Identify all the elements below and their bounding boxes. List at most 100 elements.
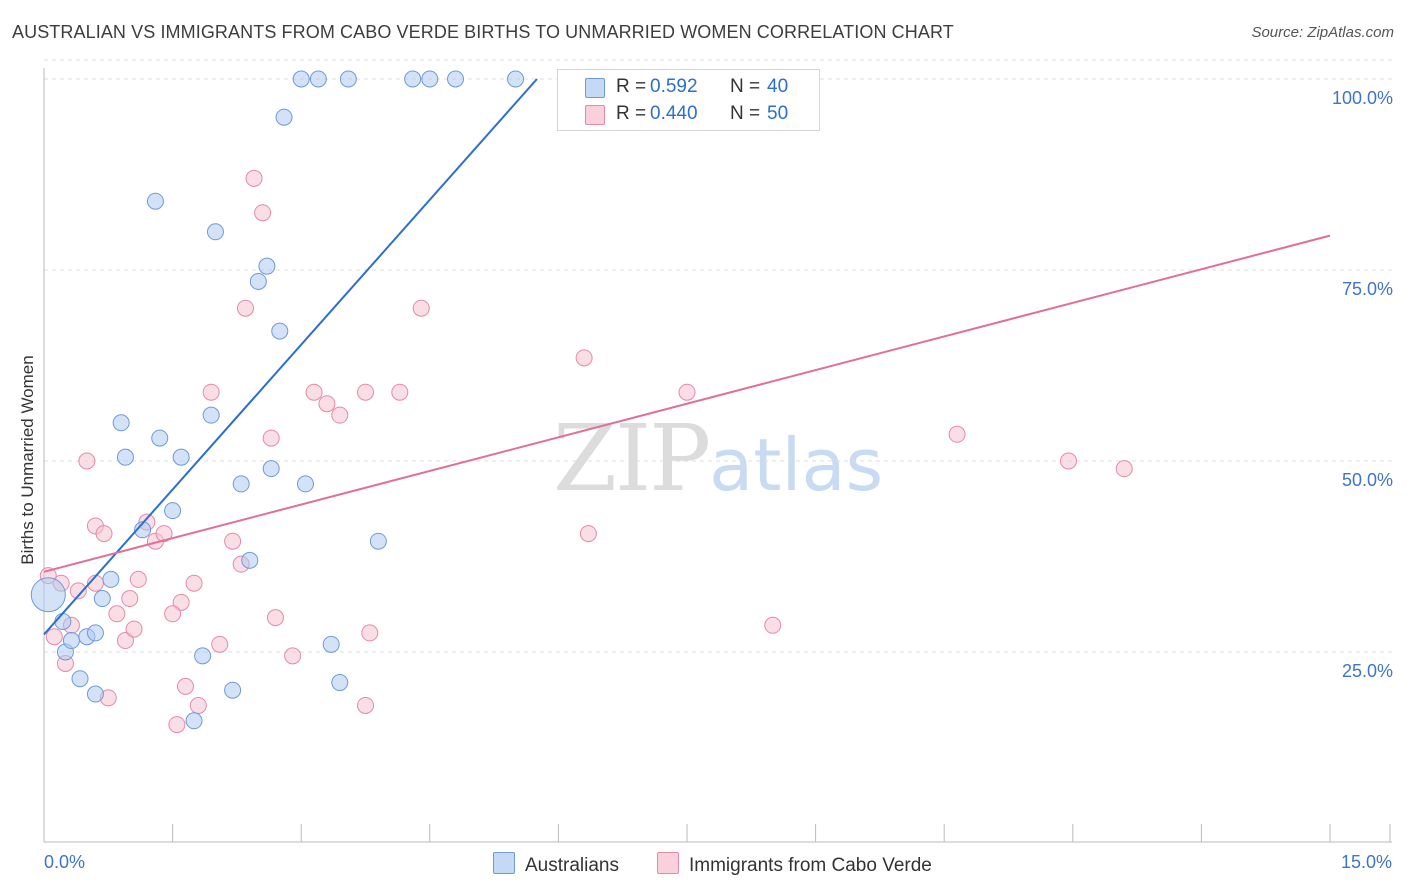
y-tick-label: 25.0% bbox=[1342, 661, 1393, 681]
legend-row-cabo-verde: R = 0.440 N = 50 bbox=[558, 101, 819, 127]
australians-point bbox=[62, 632, 80, 650]
australians-point bbox=[404, 70, 422, 88]
australians-point bbox=[54, 612, 72, 630]
legend-r-label: R = bbox=[616, 76, 647, 97]
cabo-verde-point bbox=[262, 429, 280, 447]
australians-point bbox=[275, 108, 293, 126]
cabo-verde-point bbox=[172, 593, 190, 611]
australians-point bbox=[112, 414, 130, 432]
watermark-zip: ZIP bbox=[553, 405, 711, 512]
bottom-legend-australians: Australians bbox=[493, 852, 619, 877]
australians-point bbox=[116, 448, 134, 466]
cabo-verde-point bbox=[129, 570, 147, 588]
cabo-verde-point bbox=[95, 525, 113, 543]
y-tick-label: 100.0% bbox=[1332, 88, 1393, 108]
australians-point bbox=[172, 448, 190, 466]
cabo-verde-point bbox=[202, 383, 220, 401]
cabo-verde-point bbox=[125, 620, 143, 638]
australians-point bbox=[93, 590, 111, 608]
cabo-verde-point bbox=[78, 452, 96, 470]
australians-point bbox=[262, 460, 280, 478]
cabo-verde-point bbox=[764, 616, 782, 634]
cabo-verde-point bbox=[176, 677, 194, 695]
australians-point bbox=[271, 322, 289, 340]
cabo-verde-point bbox=[266, 609, 284, 627]
australians-point bbox=[292, 70, 310, 88]
australians-point bbox=[331, 674, 349, 692]
stats-legend: R = 0.592 N = 40 R = 0.440 N = 50 bbox=[557, 69, 820, 131]
y-tick-label: 50.0% bbox=[1342, 470, 1393, 490]
cabo-verde-point bbox=[211, 635, 229, 653]
legend-n-value: 40 bbox=[767, 76, 789, 97]
cabo-verde-point bbox=[116, 632, 134, 650]
source-label: Source: ZipAtlas.com bbox=[1251, 24, 1394, 41]
cabo-verde-point bbox=[189, 696, 207, 714]
cabo-verde-point bbox=[45, 628, 63, 646]
cabo-verde-point bbox=[185, 574, 203, 592]
cabo-verde-point bbox=[361, 624, 379, 642]
watermark-atlas: atlas bbox=[709, 423, 884, 507]
cabo-verde-point bbox=[284, 647, 302, 665]
cabo-verde-point bbox=[579, 525, 597, 543]
cabo-verde-point bbox=[948, 425, 966, 443]
legend-row-australians: R = 0.592 N = 40 bbox=[558, 74, 819, 100]
cabo-verde-trend-line bbox=[43, 234, 1331, 573]
cabo-verde-point bbox=[155, 525, 173, 543]
australians-trend-line bbox=[43, 78, 538, 636]
cabo-verde-point bbox=[391, 383, 409, 401]
legend-n-value: 50 bbox=[767, 103, 789, 124]
watermark: ZIPatlas bbox=[553, 405, 883, 512]
cabo-verde-point bbox=[69, 582, 87, 600]
australians-point bbox=[86, 685, 104, 703]
australians-point bbox=[224, 681, 242, 699]
australians-point bbox=[202, 406, 220, 424]
bottom-legend-swatch-pink bbox=[657, 852, 679, 874]
cabo-verde-point bbox=[245, 169, 263, 187]
cabo-verde-point bbox=[575, 349, 593, 367]
australians-point bbox=[249, 272, 267, 290]
australians-point bbox=[102, 570, 120, 588]
x-tick-label-max: 15.0% bbox=[1340, 852, 1392, 872]
cabo-verde-point bbox=[236, 299, 254, 317]
bottom-legend-swatch-blue bbox=[493, 852, 515, 874]
cabo-verde-point bbox=[331, 406, 349, 424]
australians-point bbox=[309, 70, 327, 88]
cabo-verde-point bbox=[168, 716, 186, 734]
legend-n-label: N = bbox=[730, 103, 761, 124]
australians-point bbox=[322, 635, 340, 653]
australians-point bbox=[447, 70, 465, 88]
cabo-verde-point bbox=[357, 383, 374, 401]
australians-point bbox=[507, 70, 525, 88]
australians-point bbox=[86, 624, 104, 642]
australians-point bbox=[146, 192, 164, 210]
cabo-verde-point bbox=[254, 204, 272, 222]
cabo-verde-point bbox=[678, 383, 696, 401]
legend-r-value: 0.592 bbox=[650, 76, 698, 97]
cabo-verde-point bbox=[121, 590, 139, 608]
australians-point bbox=[339, 70, 357, 88]
legend-r-value: 0.440 bbox=[650, 103, 698, 124]
australians-point bbox=[369, 532, 387, 550]
australians-point bbox=[258, 257, 276, 275]
australians-point bbox=[30, 577, 66, 613]
cabo-verde-point bbox=[305, 383, 323, 401]
legend-r-label: R = bbox=[616, 103, 647, 124]
australians-point bbox=[71, 670, 89, 688]
australians-point bbox=[194, 647, 212, 665]
cabo-verde-point bbox=[164, 605, 182, 623]
australians-point bbox=[232, 475, 250, 493]
chart-title: AUSTRALIAN VS IMMIGRANTS FROM CABO VERDE… bbox=[12, 22, 954, 42]
cabo-verde-point bbox=[412, 299, 430, 317]
cabo-verde-point bbox=[357, 696, 374, 714]
australians-point bbox=[164, 502, 182, 520]
legend-swatch-blue bbox=[585, 78, 605, 98]
cabo-verde-point bbox=[1115, 460, 1133, 478]
australians-point bbox=[134, 521, 152, 539]
australians-point bbox=[241, 551, 259, 569]
legend-n-label: N = bbox=[730, 76, 761, 97]
cabo-verde-point bbox=[318, 395, 336, 413]
bottom-legend-label: Immigrants from Cabo Verde bbox=[689, 855, 932, 876]
australians-point bbox=[296, 475, 314, 493]
legend-swatch-pink bbox=[585, 105, 605, 125]
